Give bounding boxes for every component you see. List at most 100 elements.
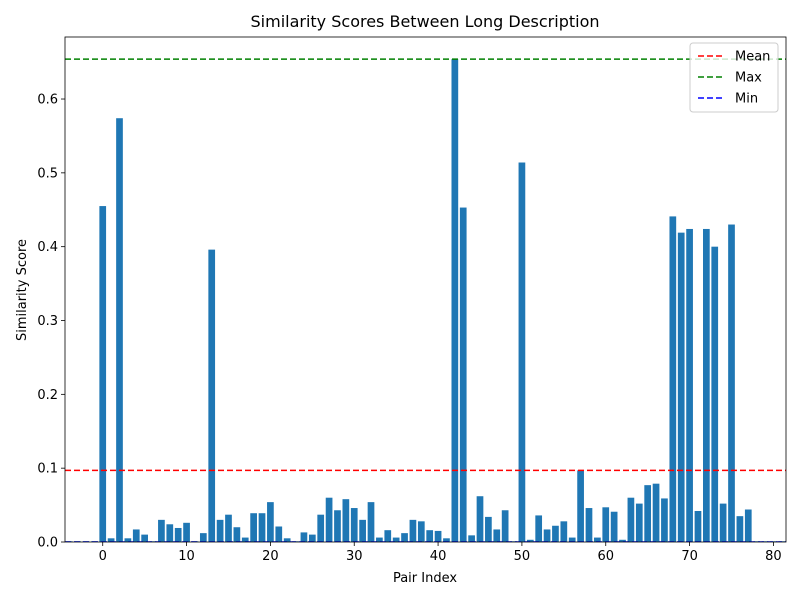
- y-tick-label: 0.1: [37, 462, 58, 477]
- y-tick-label: 0.2: [37, 388, 58, 403]
- bar: [677, 232, 685, 542]
- legend: Mean Max Min: [689, 42, 779, 113]
- y-tick-label: 0.5: [37, 166, 58, 181]
- bar: [468, 535, 475, 542]
- bar: [99, 206, 107, 542]
- bar: [426, 530, 434, 542]
- x-tick-label: 30: [346, 549, 363, 564]
- bar: [359, 519, 366, 542]
- bar: [334, 510, 341, 542]
- bar: [166, 524, 174, 542]
- legend-label-max: Max: [735, 71, 762, 86]
- bar: [409, 519, 417, 542]
- x-tick-label: 50: [514, 549, 531, 564]
- y-tick-label: 0.4: [37, 240, 58, 255]
- bar: [350, 508, 358, 542]
- bar: [124, 538, 132, 542]
- bar: [577, 470, 584, 542]
- bar: [174, 527, 182, 542]
- x-axis: 0 10 20 30 40 50 60 70 80: [99, 542, 782, 564]
- y-axis: 0.0 0.1 0.2 0.3 0.4 0.5 0.6: [37, 93, 65, 551]
- bar: [384, 530, 392, 542]
- bar: [535, 515, 543, 542]
- bar: [652, 483, 660, 542]
- bar: [476, 496, 484, 542]
- legend-label-min: Min: [735, 92, 758, 107]
- bar: [376, 537, 383, 542]
- bar: [518, 162, 526, 542]
- bar: [325, 497, 333, 542]
- x-tick-label: 20: [262, 549, 279, 564]
- bar: [711, 246, 719, 542]
- legend-box: [689, 42, 779, 113]
- bar: [225, 514, 232, 542]
- bar: [627, 497, 635, 542]
- x-tick-label: 60: [597, 549, 614, 564]
- bar: [594, 537, 601, 542]
- bar: [241, 537, 249, 542]
- bar: [308, 534, 316, 542]
- bar: [434, 530, 442, 542]
- x-tick-label: 80: [765, 549, 782, 564]
- bar: [493, 529, 501, 542]
- bar: [233, 527, 241, 542]
- bar: [526, 539, 534, 542]
- bar: [258, 513, 266, 542]
- bar: [451, 59, 459, 542]
- bar: [669, 216, 677, 542]
- x-axis-label: Pair Index: [393, 571, 457, 586]
- bar: [635, 503, 643, 542]
- bar: [267, 502, 274, 542]
- bar: [367, 502, 375, 542]
- bar: [585, 508, 593, 542]
- bars-group: [65, 58, 786, 542]
- bar: [107, 538, 115, 542]
- x-tick-label: 10: [178, 549, 195, 564]
- bar: [619, 539, 626, 542]
- x-tick-label: 40: [430, 549, 447, 564]
- bar: [208, 249, 216, 542]
- y-tick-label: 0.6: [37, 93, 58, 108]
- bar: [401, 533, 408, 542]
- bar: [158, 519, 165, 542]
- bar: [485, 516, 492, 542]
- bar: [703, 228, 710, 542]
- bar: [275, 526, 283, 542]
- bar: [317, 514, 325, 542]
- y-tick-label: 0.0: [37, 536, 58, 551]
- bar: [694, 510, 702, 542]
- bar: [141, 534, 148, 542]
- bar: [443, 538, 450, 542]
- bar: [392, 537, 400, 542]
- bar: [417, 521, 425, 542]
- bar: [283, 538, 291, 542]
- bar: [560, 521, 568, 542]
- legend-label-mean: Mean: [735, 50, 770, 65]
- bar: [552, 525, 559, 542]
- bar: [459, 207, 467, 542]
- x-tick-label: 70: [681, 549, 698, 564]
- bar: [543, 529, 551, 542]
- bar: [719, 503, 727, 542]
- bar: [342, 499, 350, 542]
- bar: [116, 118, 123, 542]
- bar: [501, 510, 509, 542]
- bar: [216, 519, 224, 542]
- bar: [568, 537, 576, 542]
- bar: [728, 224, 735, 542]
- bar: [736, 516, 744, 542]
- x-tick-label: 0: [99, 549, 107, 564]
- plot-frame: [64, 36, 787, 543]
- bar: [132, 529, 140, 542]
- y-tick-label: 0.3: [37, 314, 58, 329]
- bar: [644, 485, 652, 542]
- bar: [183, 522, 190, 542]
- bar: [300, 532, 308, 542]
- bar: [602, 507, 610, 542]
- chart-title: Similarity Scores Between Long Descripti…: [251, 12, 600, 31]
- bar: [744, 509, 752, 542]
- bar: [661, 498, 668, 542]
- bar: [686, 228, 693, 542]
- bar: [199, 533, 207, 542]
